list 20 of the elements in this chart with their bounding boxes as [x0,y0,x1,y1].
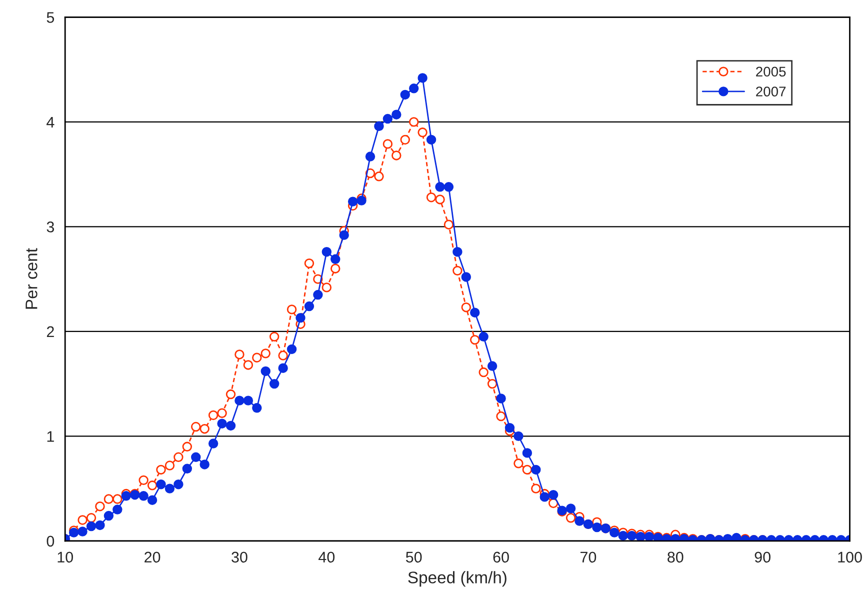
y-tick-label: 5 [46,12,54,23]
y-tick-label: 3 [46,222,54,232]
x-tick-label: 50 [406,552,422,563]
x-tick-label: 40 [318,552,335,563]
x-tick-label: 60 [493,552,509,563]
x-tick-label: 70 [580,552,596,563]
x-tick-label: 100 [838,552,862,563]
legend-label: 2005 [756,66,786,77]
x-axis-title: Speed (km/h) [408,571,506,587]
x-tick-label: 90 [754,552,770,563]
y-tick-label: 0 [46,536,54,547]
x-tick-label: 30 [232,552,248,563]
x-tick-label: 80 [668,552,684,563]
y-tick-label: 1 [47,431,54,442]
y-tick-label: 4 [46,116,54,128]
legend-label: 2007 [756,86,786,96]
x-tick-label: 10 [58,552,73,563]
y-axis-title: Per cent [26,248,38,309]
x-tick-label: 20 [144,552,160,563]
y-tick-label: 2 [46,326,54,337]
